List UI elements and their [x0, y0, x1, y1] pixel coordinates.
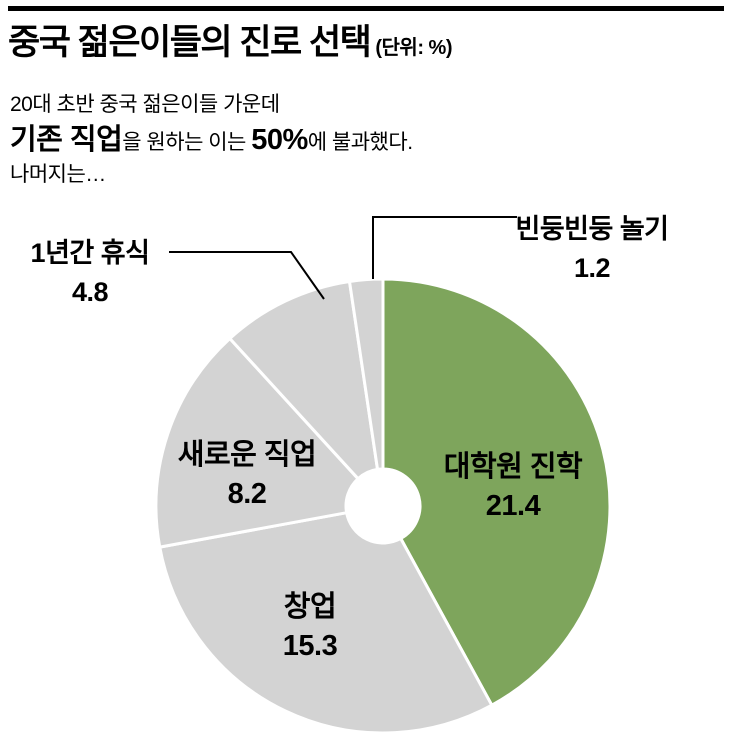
slice-label-grad-school-value: 21.4	[485, 490, 541, 522]
slice-label-grad-school-name: 대학원 진학	[443, 451, 583, 483]
pie-slice-0	[381, 277, 612, 707]
unit-label: (단위: %)	[375, 37, 452, 59]
intro-mid-text: 을 원하는 이는	[122, 131, 252, 154]
pie-slice-1	[158, 511, 494, 735]
slice-label-new-job: 새로운 직업 8.2	[177, 436, 317, 514]
slice-label-idle-name: 빈둥빈둥 놀기	[515, 214, 669, 244]
intro-line-3: 나머지는…	[10, 163, 106, 186]
pie-slices-group	[154, 277, 612, 735]
slice-label-startup-name: 창업	[283, 591, 337, 623]
slice-label-idle: 빈둥빈둥 놀기 1.2	[515, 210, 669, 288]
top-rule-divider	[8, 6, 724, 11]
pie-slice-2	[154, 336, 360, 549]
slice-label-startup-value: 15.3	[282, 630, 338, 662]
slice-label-new-job-name: 새로운 직업	[177, 439, 317, 471]
pie-slice-4	[347, 277, 385, 471]
leader-line-idle	[372, 216, 517, 279]
slice-label-grad-school: 대학원 진학 21.4	[443, 448, 583, 526]
slice-label-rest-name: 1년간 휴식	[30, 238, 150, 268]
pie-slice-3	[228, 279, 380, 481]
slice-label-new-job-value: 8.2	[227, 478, 267, 510]
page-title: 중국 젊은이들의 진로 선택	[8, 23, 372, 62]
chart-header: 중국 젊은이들의 진로 선택 (단위: %)	[8, 14, 452, 65]
slice-label-startup: 창업 15.3	[282, 588, 338, 666]
intro-emphasis-50pct: 50%	[251, 124, 308, 156]
intro-line-1: 20대 초반 중국 젊은이들 가운데	[10, 93, 280, 116]
intro-emphasis-existing-job: 기존 직업	[10, 124, 123, 156]
slice-label-idle-value: 1.2	[573, 253, 611, 283]
slice-label-rest-value: 4.8	[71, 277, 109, 307]
slice-label-rest: 1년간 휴식 4.8	[31, 234, 150, 312]
leader-line-rest	[169, 251, 325, 300]
intro-tail-text: 에 불과했다.	[307, 131, 413, 154]
intro-line-2: 기존 직업을 원하는 이는 50%에 불과했다.	[10, 116, 413, 158]
